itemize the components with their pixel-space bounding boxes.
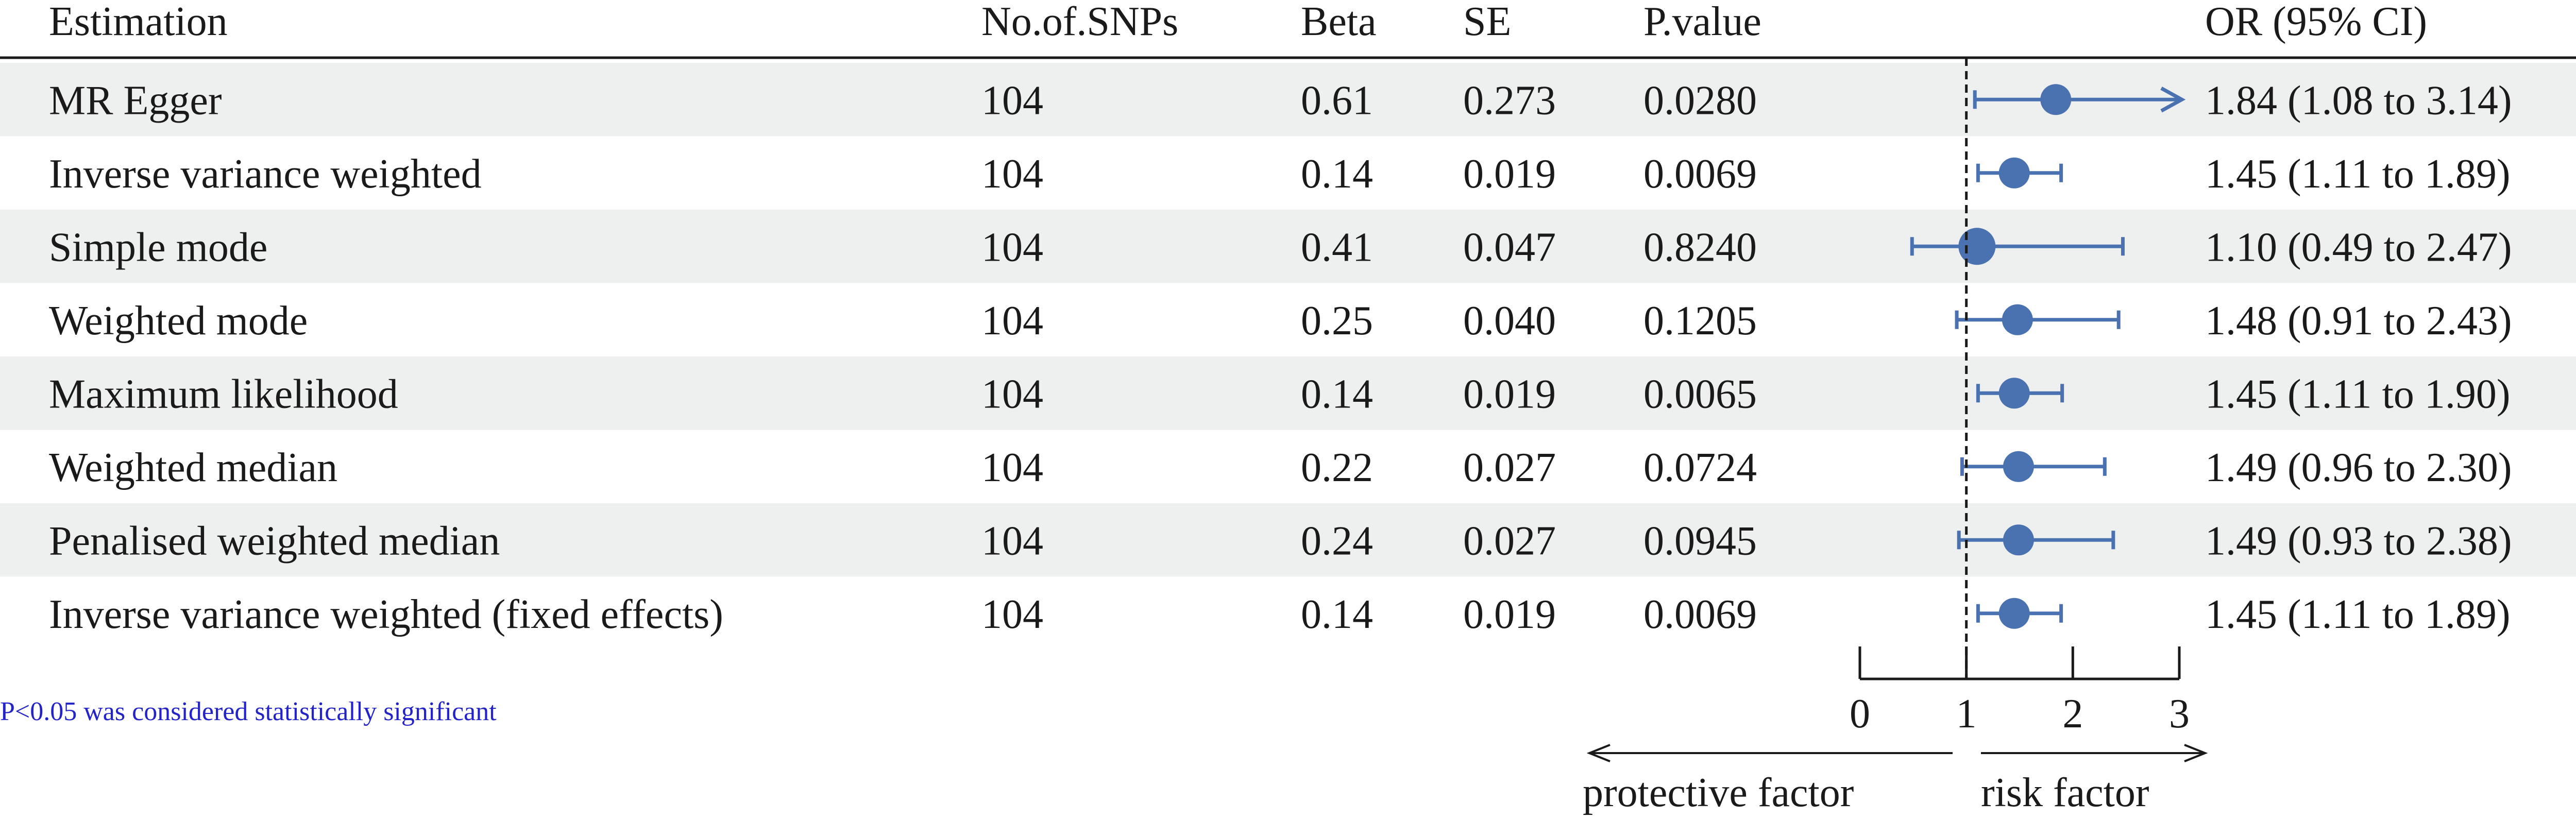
table-header: Estimation No.of.SNPs Beta SE P.value OR…	[49, 0, 2427, 44]
cell-nsnp: 104	[981, 518, 1043, 564]
row-stripes	[0, 63, 2576, 577]
point-estimate	[2003, 524, 2034, 556]
cell-pvalue: 0.0065	[1643, 371, 1757, 417]
cell-nsnp: 104	[981, 78, 1043, 123]
cell-se: 0.019	[1463, 592, 1556, 637]
cell-method: MR Egger	[49, 78, 222, 123]
cell-pvalue: 0.1205	[1643, 298, 1757, 344]
axis-tick-label: 3	[2169, 691, 2190, 737]
cell-se: 0.047	[1463, 225, 1556, 270]
cell-beta: 0.61	[1301, 78, 1373, 123]
point-estimate	[1958, 228, 1996, 265]
cell-or-text: 1.45 (1.11 to 1.89)	[2205, 592, 2511, 637]
axis-tick-label: 0	[1850, 691, 1870, 737]
row-stripe	[0, 63, 2576, 137]
cell-nsnp: 104	[981, 371, 1043, 417]
cell-se: 0.027	[1463, 518, 1556, 564]
point-estimate	[1998, 598, 2030, 629]
cell-pvalue: 0.0945	[1643, 518, 1757, 564]
cell-method: Penalised weighted median	[49, 518, 500, 564]
x-axis: 0 1 2 3	[1586, 58, 2208, 762]
cell-or-text: 1.49 (0.96 to 2.30)	[2205, 445, 2512, 490]
row-stripe	[0, 210, 2576, 283]
cell-se: 0.040	[1463, 298, 1556, 344]
cell-nsnp: 104	[981, 225, 1043, 270]
header-nsnps: No.of.SNPs	[981, 0, 1178, 44]
cell-or-text: 1.45 (1.11 to 1.89)	[2205, 151, 2511, 197]
footnote: P<0.05 was considered statistically sign…	[0, 697, 497, 726]
cell-method: Weighted median	[49, 445, 337, 490]
row-stripe	[0, 356, 2576, 430]
header-pvalue: P.value	[1643, 0, 1761, 44]
risk-factor-label: risk factor	[1981, 770, 2149, 815]
cell-beta: 0.24	[1301, 518, 1373, 564]
cell-nsnp: 104	[981, 151, 1043, 197]
header-or: OR (95% CI)	[2205, 0, 2427, 44]
point-estimate	[1998, 157, 2030, 189]
header-beta: Beta	[1301, 0, 1377, 44]
plot-marks	[1910, 84, 2186, 629]
point-estimate	[2003, 451, 2034, 482]
cell-beta: 0.14	[1301, 592, 1373, 637]
cell-or-text: 1.45 (1.11 to 1.90)	[2205, 371, 2511, 417]
cell-beta: 0.14	[1301, 151, 1373, 197]
cell-se: 0.273	[1463, 78, 1556, 123]
axis-tick-label: 1	[1956, 691, 1977, 737]
ci-arrow	[2160, 87, 2186, 113]
cell-se: 0.027	[1463, 445, 1556, 490]
cell-nsnp: 104	[981, 592, 1043, 637]
point-estimate	[2002, 304, 2033, 335]
cell-beta: 0.22	[1301, 445, 1373, 490]
point-estimate	[1998, 378, 2030, 409]
cell-method: Inverse variance weighted (fixed effects…	[49, 592, 723, 637]
cell-pvalue: 0.0280	[1643, 78, 1757, 123]
protective-factor-label: protective factor	[1583, 770, 1854, 815]
cell-or-text: 1.48 (0.91 to 2.43)	[2205, 298, 2512, 344]
cell-method: Inverse variance weighted	[49, 151, 482, 197]
cell-or-text: 1.49 (0.93 to 2.38)	[2205, 518, 2512, 564]
cell-method: Simple mode	[49, 225, 267, 270]
row-stripe	[0, 503, 2576, 577]
table-rows: MR Egger 104 0.61 0.273 0.0280 1.84 (1.08 to …	[49, 78, 2512, 637]
cell-beta: 0.41	[1301, 225, 1373, 270]
cell-or-text: 1.10 (0.49 to 2.47)	[2205, 225, 2512, 270]
cell-method: Maximum likelihood	[49, 371, 398, 417]
cell-beta: 0.14	[1301, 371, 1373, 417]
cell-pvalue: 0.8240	[1643, 225, 1757, 270]
header-se: SE	[1463, 0, 1511, 44]
protective-arrow-head	[1586, 744, 1611, 762]
risk-arrow-head	[2184, 744, 2208, 762]
point-estimate	[2040, 84, 2072, 115]
cell-pvalue: 0.0069	[1643, 592, 1757, 637]
cell-beta: 0.25	[1301, 298, 1373, 344]
header-estimation: Estimation	[49, 0, 228, 44]
cell-pvalue: 0.0724	[1643, 445, 1757, 490]
direction-labels: protective factor risk factor	[1583, 770, 2149, 815]
cell-se: 0.019	[1463, 151, 1556, 197]
cell-nsnp: 104	[981, 298, 1043, 344]
cell-se: 0.019	[1463, 371, 1556, 417]
cell-nsnp: 104	[981, 445, 1043, 490]
cell-pvalue: 0.0069	[1643, 151, 1757, 197]
cell-or-text: 1.84 (1.08 to 3.14)	[2205, 78, 2512, 123]
axis-tick-label: 2	[2062, 691, 2083, 737]
cell-method: Weighted mode	[49, 298, 308, 344]
